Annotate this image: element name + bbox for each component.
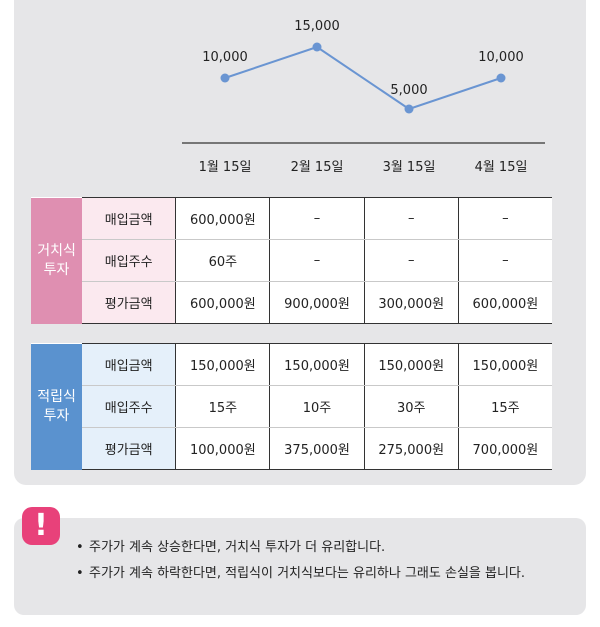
exclamation-icon: ! [22,507,60,545]
lump-sum-table: 거치식 투자 매입금액 600,000원 – – – 매입주수 60주 – – … [31,197,552,324]
row-label: 평가금액 [82,281,176,324]
price-line-chart: 10,000 15,000 5,000 10,000 1월 15일 2월 15일 3월 1… [182,19,545,175]
table-cell: – [457,239,552,282]
note-item: • 주가가 계속 상승한다면, 거치식 투자가 더 유리합니다. [76,540,386,555]
data-point [496,73,506,83]
table-cell: – [269,239,365,282]
row-label: 매입주수 [82,239,176,282]
table-cell: 300,000원 [363,281,459,324]
table-cell: – [457,197,552,240]
x-tick-label: 2월 15일 [291,160,344,175]
data-label: 10,000 [202,50,248,65]
table-cell: 150,000원 [269,343,365,386]
table-cell: 700,000원 [457,427,552,470]
x-tick-label: 3월 15일 [383,160,436,175]
table-cell: 100,000원 [175,427,270,470]
note-list: • 주가가 계속 상승한다면, 거치식 투자가 더 유리합니다. • 주가가 계속 … [76,537,568,589]
table-cell: 15주 [457,385,552,428]
data-label: 10,000 [478,50,524,65]
table-cell: – [363,239,459,282]
data-label: 15,000 [294,19,340,34]
lump-sum-title: 거치식 투자 [31,197,83,324]
table-cell: 60주 [175,239,270,282]
regular-title: 적립식 투자 [31,343,83,470]
price-line [224,45,502,111]
table-cell: – [363,197,459,240]
note-box [14,518,586,615]
row-label: 평가금액 [82,427,176,470]
table-cell: 150,000원 [457,343,552,386]
table-cell: 600,000원 [175,281,270,324]
table-cell: 15주 [175,385,270,428]
table-cell: 10주 [269,385,365,428]
table-cell: 150,000원 [363,343,459,386]
lump-sum-title-line1: 거치식 [37,242,76,259]
table-cell: 275,000원 [363,427,459,470]
data-point [220,73,230,83]
regular-investment-table: 적립식 투자 매입금액 150,000원 150,000원 150,000원 1… [31,343,552,470]
note-item: • 주가가 계속 하락한다면, 적립식이 거치식보다는 유리하나 그래도 손실을 … [76,566,526,581]
table-cell: 375,000원 [269,427,365,470]
regular-title-line1: 적립식 [37,388,76,405]
data-point [404,104,414,114]
data-label: 5,000 [390,83,427,98]
table-cell: 900,000원 [269,281,365,324]
lump-sum-title-line2: 투자 [43,261,70,278]
x-tick-label: 4월 15일 [475,160,528,175]
table-cell: 600,000원 [175,197,270,240]
regular-title-line2: 투자 [43,407,70,424]
row-label: 매입금액 [82,197,176,240]
table-cell: 600,000원 [457,281,552,324]
table-cell: 150,000원 [175,343,270,386]
x-tick-label: 1월 15일 [199,160,252,175]
table-cell: 30주 [363,385,459,428]
row-label: 매입주수 [82,385,176,428]
data-point [312,42,322,52]
row-label: 매입금액 [82,343,176,386]
table-cell: – [269,197,365,240]
